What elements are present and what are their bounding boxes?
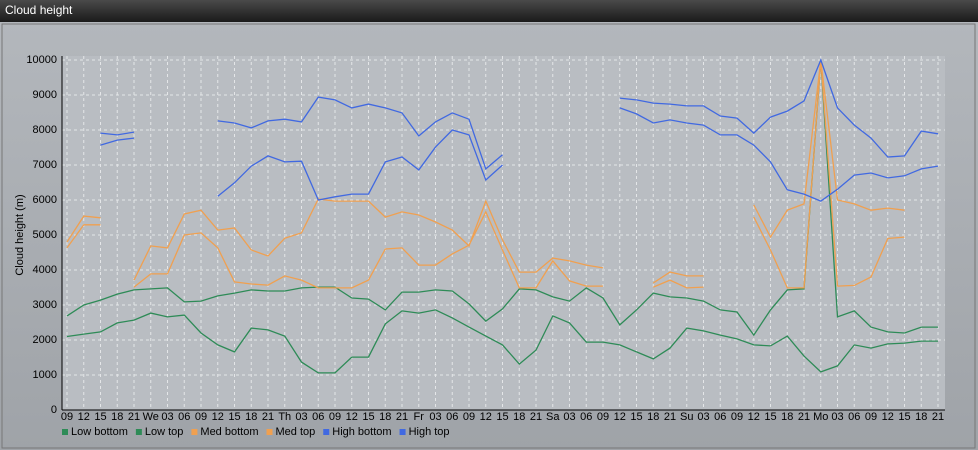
x-tick-label: 06 <box>848 411 860 423</box>
y-tick-label: 4000 <box>33 264 57 276</box>
x-tick-label: 06 <box>178 411 190 423</box>
x-tick-label: 21 <box>798 411 810 423</box>
x-tick-label: Sa <box>546 411 560 423</box>
x-tick-label: 03 <box>295 411 307 423</box>
x-tick-label: 15 <box>764 411 776 423</box>
x-tick-label: 18 <box>647 411 659 423</box>
series-line <box>66 59 905 289</box>
series-line <box>100 107 939 202</box>
y-tick-label: 7000 <box>33 159 57 171</box>
x-tick-label: 09 <box>463 411 475 423</box>
x-tick-label: 03 <box>697 411 709 423</box>
y-tick-label: 3000 <box>33 299 57 311</box>
x-tick-label: 21 <box>932 411 944 423</box>
legend-label: Low top <box>145 426 184 438</box>
x-tick-label: 09 <box>195 411 207 423</box>
legend-swatch <box>399 429 406 435</box>
x-tick-label: 09 <box>597 411 609 423</box>
x-tick-label: 09 <box>61 411 73 423</box>
x-tick-label: 09 <box>731 411 743 423</box>
legend-swatch <box>135 429 142 435</box>
x-tick-label: 15 <box>496 411 508 423</box>
x-tick-label: 18 <box>379 411 391 423</box>
x-tick-label: Th <box>278 411 291 423</box>
x-tick-label: Su <box>680 411 693 423</box>
legend-label: Med top <box>276 426 316 438</box>
x-tick-label: 21 <box>262 411 274 423</box>
x-tick-label: 09 <box>865 411 877 423</box>
x-tick-label: 12 <box>212 411 224 423</box>
legend-label: Med bottom <box>200 426 258 438</box>
x-tick-label: 12 <box>882 411 894 423</box>
series-line <box>66 309 938 374</box>
y-tick-label: 1000 <box>33 369 57 381</box>
x-tick-label: We <box>143 411 159 423</box>
x-tick-label: 12 <box>346 411 358 423</box>
x-tick-label: Fr <box>414 411 425 423</box>
x-tick-label: 03 <box>563 411 575 423</box>
legend-swatch <box>62 429 68 435</box>
x-tick-label: 12 <box>78 411 90 423</box>
x-tick-label: 06 <box>714 411 726 423</box>
y-axis-label: Cloud height (m) <box>14 194 26 275</box>
y-tick-label: 5000 <box>33 229 57 241</box>
x-tick-label: 18 <box>915 411 927 423</box>
legend-label: High bottom <box>332 426 391 438</box>
y-tick-label: 9000 <box>33 89 57 101</box>
x-tick-label: 03 <box>429 411 441 423</box>
window-title: Cloud height <box>5 3 73 17</box>
x-tick-label: Mo <box>813 411 828 423</box>
title-bar <box>0 0 978 22</box>
x-tick-label: 03 <box>831 411 843 423</box>
x-tick-label: 15 <box>630 411 642 423</box>
x-tick-label: 12 <box>614 411 626 423</box>
x-tick-label: 21 <box>530 411 542 423</box>
x-tick-label: 18 <box>245 411 257 423</box>
legend-label: Low bottom <box>71 426 128 438</box>
x-tick-label: 09 <box>329 411 341 423</box>
x-tick-label: 12 <box>748 411 760 423</box>
x-tick-label: 15 <box>362 411 374 423</box>
y-tick-label: 0 <box>51 404 57 416</box>
x-tick-label: 06 <box>312 411 324 423</box>
x-tick-label: 15 <box>228 411 240 423</box>
x-tick-label: 18 <box>781 411 793 423</box>
x-tick-label: 15 <box>898 411 910 423</box>
y-tick-label: 6000 <box>33 194 57 206</box>
x-tick-label: 21 <box>128 411 140 423</box>
y-tick-label: 10000 <box>26 54 57 66</box>
series-line <box>66 59 905 284</box>
legend-swatch <box>323 429 330 435</box>
y-tick-label: 2000 <box>33 334 57 346</box>
series-line <box>100 58 939 171</box>
legend-swatch <box>191 429 198 435</box>
x-tick-label: 18 <box>513 411 525 423</box>
x-tick-label: 15 <box>94 411 106 423</box>
x-tick-label: 06 <box>446 411 458 423</box>
x-tick-label: 18 <box>111 411 123 423</box>
panel-border <box>1 23 976 449</box>
x-tick-label: 21 <box>664 411 676 423</box>
series-line <box>66 59 938 337</box>
y-tick-label: 8000 <box>33 124 57 136</box>
x-tick-label: 12 <box>480 411 492 423</box>
x-tick-label: 21 <box>396 411 408 423</box>
legend-label: High top <box>409 426 450 438</box>
x-tick-label: 03 <box>161 411 173 423</box>
legend-swatch <box>266 429 273 435</box>
x-tick-label: 06 <box>580 411 592 423</box>
plot-area <box>62 56 945 410</box>
